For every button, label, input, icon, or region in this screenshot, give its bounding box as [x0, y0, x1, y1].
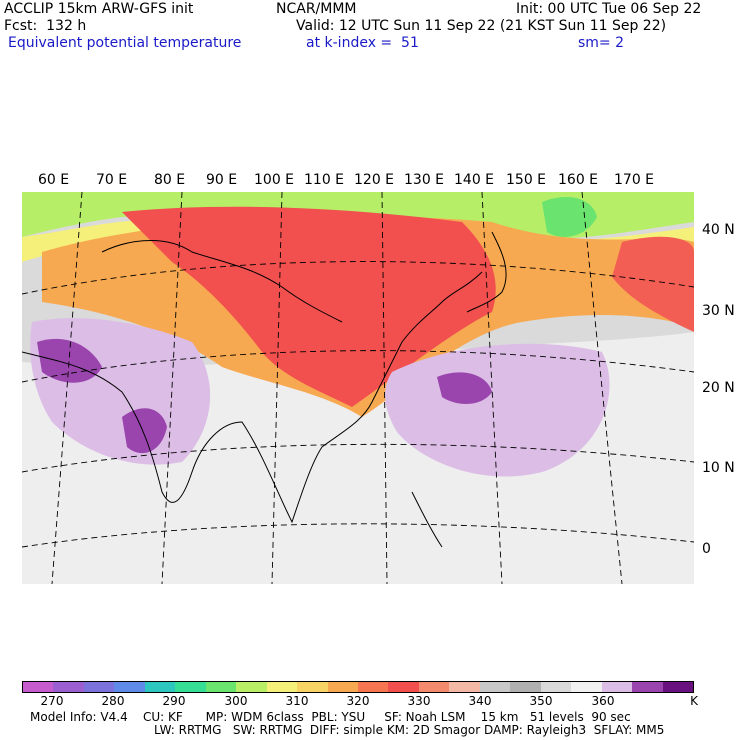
- colorbar: [22, 681, 694, 693]
- lat-label: 20 N: [702, 380, 735, 396]
- colorbar-swatch: [479, 682, 511, 692]
- colorbar-swatch: [144, 682, 176, 692]
- lon-label: 60 E: [38, 172, 70, 188]
- physics-info-line: LW: RRTMG SW: RRTMG DIFF: simple KM: 2D …: [154, 723, 665, 737]
- colorbar-swatch: [418, 682, 450, 692]
- colorbar-swatch: [53, 682, 84, 692]
- colorbar-swatch: [236, 682, 267, 692]
- purple-dark-west: [122, 408, 167, 454]
- lon-label: 150 E: [506, 172, 547, 188]
- colorbar-tick: 280: [101, 694, 125, 708]
- colorbar-tick: 300: [224, 694, 248, 708]
- colorbar-swatch: [540, 682, 572, 692]
- init-time: Init: 00 UTC Tue 06 Sep 22: [516, 1, 702, 17]
- colorbar-swatch: [632, 682, 663, 692]
- colorbar-swatch: [266, 682, 298, 692]
- level-info: at k-index = 51: [306, 35, 419, 51]
- colorbar-swatch: [297, 682, 328, 692]
- model-info-line: Model Info: V4.4 CU: KF MP: WDM 6class P…: [30, 710, 631, 724]
- colorbar-swatch: [357, 682, 389, 692]
- forecast-hour: Fcst: 132 h: [4, 18, 87, 34]
- continental-red: [122, 206, 496, 407]
- lon-label: 160 E: [558, 172, 599, 188]
- colorbar-tick: 320: [346, 694, 370, 708]
- colorbar-swatch: [449, 682, 480, 692]
- colorbar-unit: K: [690, 694, 698, 708]
- purple-typhoon: [437, 372, 492, 404]
- colorbar-swatch: [23, 682, 54, 692]
- colorbar-swatch: [571, 682, 602, 692]
- lon-label: 80 E: [154, 172, 186, 188]
- colorbar-tick: 340: [468, 694, 492, 708]
- colorbar-swatch: [510, 682, 541, 692]
- field-name: Equivalent potential temperature: [8, 35, 242, 51]
- valid-time: Valid: 12 UTC Sun 11 Sep 22 (21 KST Sun …: [296, 18, 667, 34]
- lat-label: 10 N: [702, 460, 735, 476]
- colorbar-tick: 310: [285, 694, 309, 708]
- colorbar-swatch: [662, 682, 693, 692]
- colorbar-swatch: [601, 682, 633, 692]
- colorbar-swatch: [114, 682, 145, 692]
- lon-label: 110 E: [304, 172, 345, 188]
- colorbar-tick: 290: [162, 694, 186, 708]
- colorbar-swatch: [205, 682, 237, 692]
- colorbar-tick: 330: [407, 694, 431, 708]
- lon-label: 120 E: [354, 172, 395, 188]
- east-red: [612, 236, 694, 332]
- lon-label: 140 E: [454, 172, 495, 188]
- colorbar-swatch: [83, 682, 115, 692]
- colorbar-tick: 350: [529, 694, 553, 708]
- colorbar-swatch: [388, 682, 419, 692]
- center-name: NCAR/MMM: [276, 1, 357, 17]
- lat-label: 0: [702, 541, 711, 557]
- theta-e-map: [22, 192, 694, 584]
- purple-dark-nw: [37, 338, 102, 383]
- lon-label: 90 E: [206, 172, 238, 188]
- coastlines: [22, 231, 507, 548]
- colorbar-tick: 270: [40, 694, 64, 708]
- lon-label: 70 E: [96, 172, 128, 188]
- lat-label: 40 N: [702, 222, 735, 238]
- model-title: ACCLIP 15km ARW-GFS init: [4, 1, 194, 17]
- colorbar-swatch: [327, 682, 358, 692]
- lon-label: 100 E: [254, 172, 295, 188]
- lon-label: 130 E: [404, 172, 445, 188]
- lon-label: 170 E: [614, 172, 655, 188]
- colorbar-swatch: [175, 682, 206, 692]
- graticule: [22, 192, 694, 584]
- lat-label: 30 N: [702, 303, 735, 319]
- colorbar-tick: 360: [591, 694, 615, 708]
- smoothing-info: sm= 2: [578, 35, 625, 51]
